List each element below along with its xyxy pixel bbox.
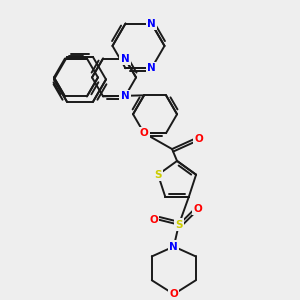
Text: N: N <box>121 92 129 101</box>
Text: S: S <box>154 170 162 180</box>
Text: O: O <box>149 215 158 225</box>
Text: S: S <box>175 220 183 230</box>
Text: N: N <box>147 19 156 28</box>
Text: N: N <box>169 242 178 251</box>
Text: N: N <box>121 53 129 64</box>
Text: O: O <box>169 289 178 299</box>
Text: O: O <box>195 134 203 144</box>
Text: O: O <box>194 204 202 214</box>
Text: O: O <box>140 128 148 138</box>
Text: N: N <box>147 63 156 73</box>
